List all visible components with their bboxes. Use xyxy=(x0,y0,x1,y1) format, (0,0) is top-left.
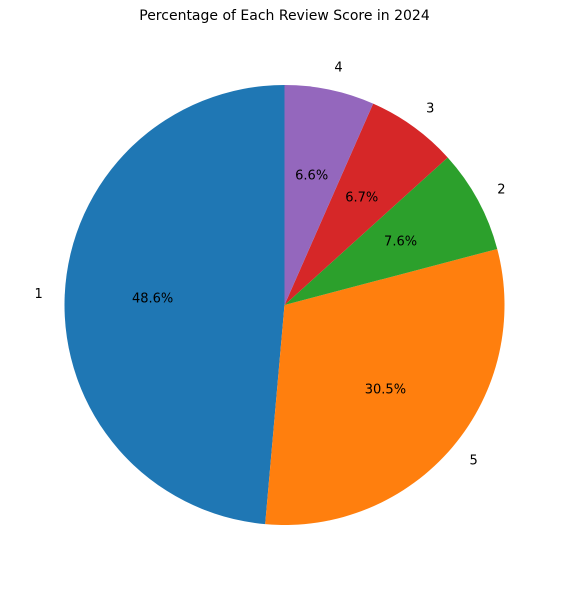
slice-label-3: 3 xyxy=(426,101,434,116)
pie-slice-5 xyxy=(265,248,505,525)
pie-slice-3 xyxy=(284,103,448,305)
slice-label-2: 2 xyxy=(497,182,505,197)
slice-percent-4: 6.6% xyxy=(295,168,328,183)
slice-percent-3: 6.7% xyxy=(345,190,378,205)
slice-label-5: 5 xyxy=(470,454,478,469)
pie-slice-4 xyxy=(284,85,374,305)
pie-slice-2 xyxy=(284,157,498,305)
slice-percent-1: 48.6% xyxy=(132,292,173,307)
slice-label-4: 4 xyxy=(334,61,342,76)
pie-slice-1 xyxy=(64,84,285,525)
slice-percent-2: 7.6% xyxy=(384,235,417,250)
slice-percent-5: 30.5% xyxy=(365,383,406,398)
chart-title: Percentage of Each Review Score in 2024 xyxy=(139,8,430,24)
slice-label-1: 1 xyxy=(34,287,42,302)
